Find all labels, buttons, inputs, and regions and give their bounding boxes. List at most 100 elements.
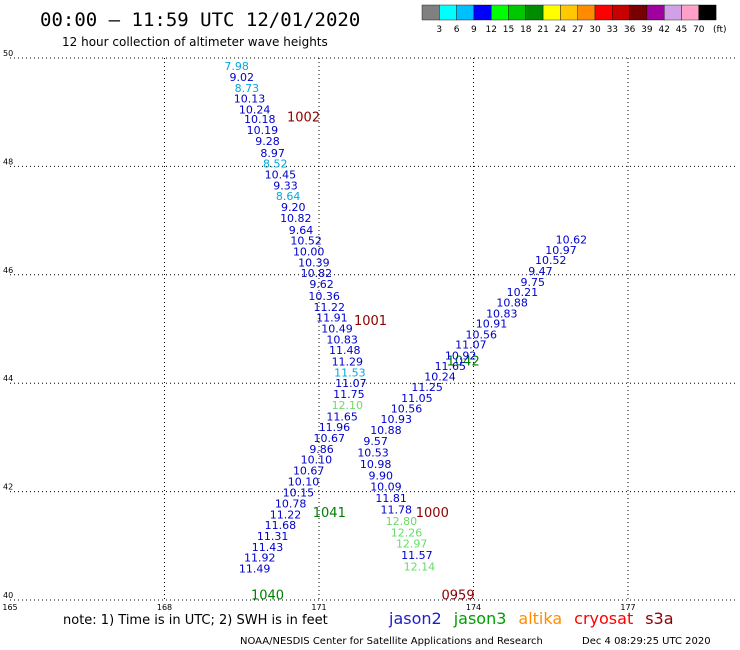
- wave-height-label: 10.52: [535, 254, 567, 267]
- x-tick-label: 177: [620, 603, 635, 612]
- pass-label: 0959: [442, 589, 475, 604]
- chart-subtitle: 12 hour collection of altimeter wave hei…: [62, 35, 328, 49]
- wave-height-label: 8.52: [263, 158, 288, 171]
- x-tick-label: 165: [2, 603, 17, 612]
- wave-height-label: 11.31: [257, 530, 289, 543]
- pass-label: 1001: [354, 314, 387, 329]
- wave-height-label: 8.73: [235, 82, 260, 95]
- y-tick-label: 50: [3, 49, 13, 58]
- wave-height-label: 10.56: [391, 403, 423, 416]
- wave-height-label: 12.14: [404, 560, 436, 573]
- wave-height-label: 9.75: [520, 276, 545, 289]
- colorbar-swatch: [456, 4, 475, 21]
- footer-credit: NOAA/NESDIS Center for Satellite Applica…: [240, 636, 543, 647]
- pass-labels: 1002 1001 1042 1041 1000 0959 1040: [251, 111, 480, 604]
- wave-height-label: 11.65: [435, 360, 467, 373]
- y-tick-label: 46: [3, 266, 13, 275]
- colorbar-label: 18: [520, 25, 532, 35]
- axis-ticks: 165 168 171 174 177 40 42 44 46 48 50: [2, 49, 635, 612]
- y-tick-label: 42: [3, 483, 13, 492]
- wave-height-label: 12.80: [386, 515, 418, 528]
- colorbar-swatch: [612, 4, 630, 21]
- wave-height-label: 9.33: [273, 179, 298, 192]
- wave-height-label: 10.67: [293, 464, 325, 477]
- wave-height-label: 10.53: [357, 447, 389, 460]
- colorbar-swatch: [473, 4, 492, 21]
- wave-height-label: 10.93: [381, 413, 413, 426]
- wave-height-label: 11.75: [333, 388, 365, 401]
- colorbar-label: 27: [572, 25, 583, 35]
- wave-height-label: 10.10: [301, 454, 333, 467]
- data-labels: 7.989.028.7310.1310.2410.1810.199.288.97…: [224, 60, 587, 575]
- colorbar-swatch: [491, 4, 509, 21]
- colorbar-swatch: [525, 4, 544, 21]
- y-tick-label: 44: [3, 374, 13, 383]
- pass-label: 1042: [447, 354, 480, 369]
- wave-height-label: 10.19: [247, 124, 279, 137]
- wave-height-label: 10.83: [326, 333, 358, 346]
- wave-height-label: 10.98: [360, 458, 392, 471]
- wave-height-label: 11.07: [455, 339, 487, 352]
- pass-label: 1041: [313, 506, 346, 521]
- wave-height-label: 9.57: [363, 435, 388, 448]
- colorbar-label: 15: [503, 25, 514, 35]
- colorbar-swatch: [698, 4, 717, 21]
- colorbar-label: 3: [436, 25, 442, 35]
- wave-height-label: 9.86: [309, 443, 334, 456]
- wave-height-label: 11.05: [401, 392, 433, 405]
- wave-height-label: 10.49: [321, 322, 353, 335]
- wave-height-label: 10.18: [244, 113, 276, 126]
- colorbar-label: 30: [589, 25, 601, 35]
- wave-height-label: 10.24: [424, 371, 456, 384]
- wave-height-label: 10.83: [486, 307, 518, 320]
- wave-height-label: 9.90: [369, 469, 394, 482]
- colorbar-swatch: [560, 4, 578, 21]
- wave-height-label: 11.22: [270, 508, 302, 521]
- wave-height-label: 11.96: [319, 421, 351, 434]
- pass-label: 1040: [251, 589, 284, 604]
- legend-item: jason3: [453, 609, 507, 628]
- pass-label: 1002: [287, 111, 320, 126]
- wave-height-label: 11.81: [375, 492, 407, 505]
- wave-height-label: 10.67: [314, 432, 346, 445]
- wave-height-label: 10.15: [283, 487, 315, 500]
- wave-height-label: 11.57: [401, 549, 433, 562]
- colorbar-swatch: [629, 4, 648, 21]
- wave-height-label: 10.36: [308, 290, 340, 303]
- wave-height-label: 9.47: [528, 265, 553, 278]
- pass-label: 1000: [416, 506, 449, 521]
- wave-height-label: 10.82: [280, 212, 312, 225]
- colorbar-label: 21: [537, 25, 548, 35]
- chart-title: 00:00 – 11:59 UTC 12/01/2020: [40, 9, 360, 31]
- legend: jason2 jason3 altika cryosat s3a: [388, 609, 674, 628]
- wave-height-label: 11.92: [244, 552, 276, 565]
- wave-height-label: 7.98: [224, 60, 249, 73]
- wave-height-label: 10.88: [370, 424, 402, 437]
- colorbar-label: 24: [555, 25, 567, 35]
- x-tick-label: 171: [311, 603, 326, 612]
- wave-height-label: 9.62: [309, 278, 334, 291]
- colorbar-swatch: [681, 4, 699, 21]
- wave-height-label: 11.29: [332, 356, 364, 369]
- wave-height-label: 9.20: [281, 201, 306, 214]
- wave-height-label: 10.91: [476, 318, 508, 331]
- wave-height-label: 10.00: [293, 245, 325, 258]
- colorbar-label: 12: [485, 25, 496, 35]
- colorbar-swatch: [664, 4, 682, 21]
- colorbar-unit: (ft): [713, 25, 727, 35]
- wave-height-label: 10.39: [298, 256, 330, 269]
- colorbar-swatch: [594, 4, 613, 21]
- grid: [10, 57, 735, 601]
- colorbar-label: 6: [454, 25, 460, 35]
- colorbar-swatch: [421, 4, 440, 21]
- wave-height-label: 11.48: [329, 344, 361, 357]
- colorbar-label: 39: [641, 25, 653, 35]
- wave-height-label: 10.09: [370, 481, 402, 494]
- wave-height-label: 12.26: [391, 526, 423, 539]
- wave-height-label: 11.49: [239, 563, 271, 576]
- wave-height-label: 10.56: [465, 328, 497, 341]
- legend-item: s3a: [645, 609, 673, 628]
- wave-height-label: 10.45: [265, 169, 297, 182]
- wave-height-label: 11.07: [335, 377, 367, 390]
